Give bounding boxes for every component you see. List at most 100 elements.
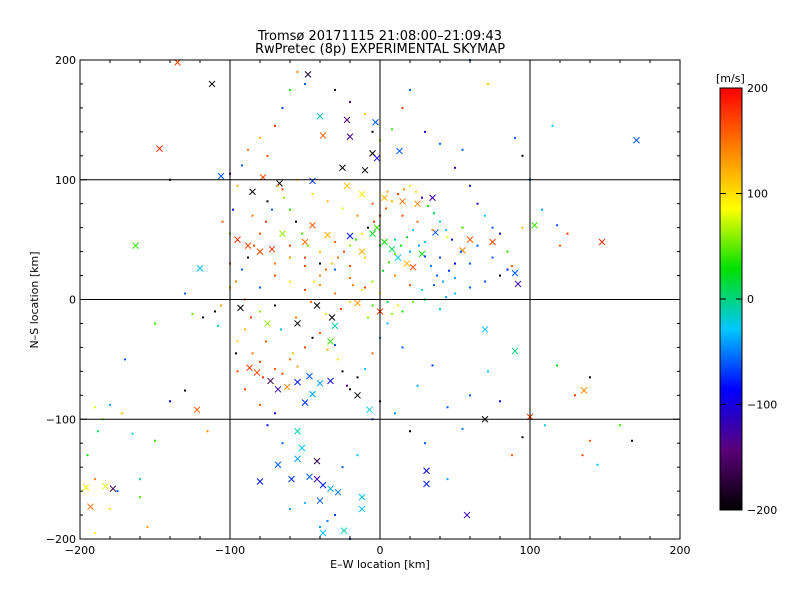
data-point-dot [253,244,255,247]
data-point-dot [409,184,411,187]
data-point-dot [341,207,344,210]
data-point-cross [156,145,163,152]
data-point-dot [424,241,426,244]
data-point-dot [418,244,420,247]
data-point-cross [324,231,331,239]
data-point-dot [415,190,417,193]
x-tick-label: 100 [520,544,541,557]
data-point-dot [431,229,434,232]
data-point-dot [304,256,306,259]
data-points [82,59,640,540]
x-axis-ticks: −200 −100 0 100 200 [65,60,691,557]
data-point-dot [274,412,276,415]
data-point-cross [249,188,256,196]
data-point-dot [274,262,276,265]
data-point-cross [87,503,94,511]
data-point-dot [412,229,414,232]
data-point-dot [340,308,342,311]
data-point-dot [221,220,224,223]
data-point-dot [416,220,419,223]
data-point-dot [251,214,254,217]
data-point-cross [316,379,324,387]
data-point-dot [430,264,432,267]
data-point-dot [325,268,327,271]
data-point-dot [631,439,633,442]
data-point-dot [289,244,291,247]
data-point-dot [319,284,321,287]
data-point-cross [331,322,339,330]
data-point-dot [295,220,297,223]
data-point-dot [281,372,284,375]
data-point-dot [499,400,501,403]
data-point-dot [409,284,411,287]
data-point-dot [326,348,329,351]
data-point-dot [266,424,269,427]
data-point-cross [481,326,489,333]
data-point-cross [256,478,264,485]
data-point-dot [295,316,297,319]
data-point-dot [400,244,402,247]
data-point-dot [574,394,576,397]
data-point-dot [304,288,306,291]
data-point-cross [514,280,522,288]
data-point-dot [371,352,374,355]
data-point-dot [289,88,291,91]
data-point-dot [391,128,393,131]
data-point-cross [334,488,342,496]
data-point-dot [371,304,374,307]
data-point-dot [619,424,621,427]
data-point-dot [236,340,239,343]
data-point-dot [454,276,456,279]
data-point-cross [309,221,316,229]
data-point-dot [521,436,524,439]
data-point-cross [369,230,376,237]
data-point-cross [463,511,471,519]
data-point-cross [511,347,519,355]
data-point-dot [247,256,249,259]
data-point-dot [289,280,291,283]
data-point-dot [281,188,284,191]
data-point-dot [476,202,479,205]
data-point-dot [424,130,426,133]
data-point-dot [217,324,219,327]
data-point-dot [337,358,339,361]
data-point-cross [256,248,264,255]
x-tick-label: −200 [65,544,95,557]
data-point-dot [544,424,546,427]
data-point-cross [279,230,286,237]
data-point-dot [310,300,312,303]
data-point-dot [271,208,273,211]
data-point-cross [304,71,312,78]
data-point-dot [439,256,441,259]
data-point-dot [371,130,374,133]
data-point-dot [409,430,411,433]
data-point-dot [325,312,327,315]
data-point-dot [301,232,303,235]
colorbar-tick-label: 200 [747,82,768,95]
data-point-dot [307,244,309,247]
data-point-dot [596,463,599,466]
colorbar-ticks: 200 100 0 −100 −200 [720,82,777,517]
data-point-dot [355,238,357,241]
data-point-dot [394,238,396,241]
data-point-cross [294,455,301,463]
data-point-dot [382,269,384,272]
data-point-cross [399,197,406,205]
data-point-cross [633,136,640,144]
y-tick-label: 200 [55,54,76,67]
data-point-cross [373,224,381,232]
data-point-dot [401,310,404,313]
data-point-dot [124,358,126,361]
data-point-cross [313,475,321,483]
data-point-dot [86,454,89,457]
y-tick-label: −100 [46,413,76,426]
data-point-cross [346,133,354,140]
data-point-dot [334,241,336,244]
data-point-cross [301,238,309,246]
data-point-cross [274,385,282,393]
data-point-dot [484,214,486,217]
data-point-dot [341,466,344,469]
y-tick-label: 100 [55,174,76,187]
data-point-dot [364,286,366,289]
data-point-dot [416,384,419,387]
